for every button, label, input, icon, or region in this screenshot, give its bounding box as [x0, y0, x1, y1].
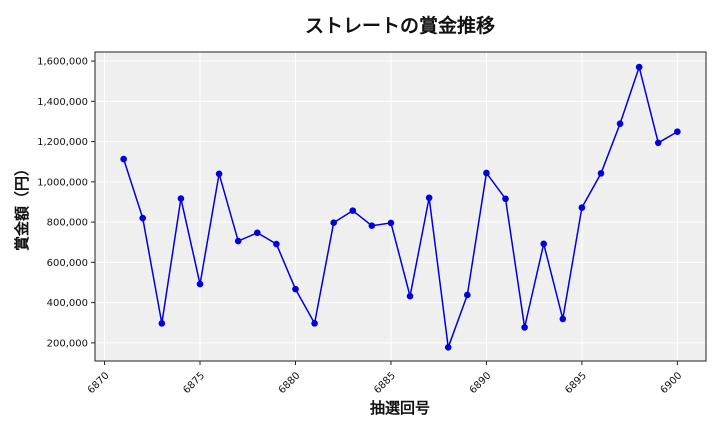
- data-point: [387, 219, 395, 227]
- data-point: [158, 320, 166, 327]
- series-line: [122, 64, 678, 348]
- x-tick-label: 6885: [372, 370, 398, 396]
- x-tick-label: 6875: [181, 370, 207, 396]
- data-point: [444, 344, 452, 351]
- data-point: [406, 292, 414, 300]
- y-tick-label: 200,000: [47, 338, 88, 349]
- x-tick-label: 6895: [563, 370, 589, 396]
- data-point: [674, 128, 681, 136]
- y-axis-title: 賞金額（円）: [13, 161, 31, 251]
- data-point: [177, 195, 185, 202]
- y-tick-label: 800,000: [47, 218, 88, 229]
- data-point: [311, 320, 318, 327]
- data-point: [139, 214, 147, 222]
- data-point: [368, 222, 376, 230]
- y-tick-label: 1,000,000: [37, 177, 88, 188]
- x-tick-label: 6870: [86, 370, 112, 396]
- data-point: [521, 324, 528, 331]
- x-tick-label: 6890: [468, 370, 494, 396]
- data-point: [654, 139, 662, 147]
- x-tick-label: 6900: [659, 370, 685, 396]
- x-tick-label: 6880: [277, 370, 303, 396]
- data-point: [273, 240, 280, 248]
- data-point: [635, 63, 643, 71]
- chart-title: ストレートの賞金推移: [305, 14, 495, 37]
- y-tick-label: 1,600,000: [37, 57, 88, 68]
- data-point: [349, 207, 357, 214]
- y-tick-label: 1,200,000: [37, 137, 88, 148]
- data-point: [483, 169, 490, 177]
- data-point: [120, 155, 127, 163]
- y-tick-label: 400,000: [47, 298, 88, 309]
- series-layer: [120, 63, 681, 351]
- data-point: [540, 240, 548, 248]
- data-point: [616, 120, 624, 127]
- data-point: [292, 285, 299, 293]
- data-point: [196, 280, 204, 288]
- data-point: [253, 229, 261, 237]
- data-point: [559, 315, 567, 323]
- data-point: [234, 237, 242, 245]
- y-tick-label: 1,400,000: [37, 97, 88, 108]
- data-point: [464, 291, 471, 299]
- data-point: [578, 204, 586, 211]
- data-point: [215, 170, 223, 178]
- data-point: [502, 195, 509, 203]
- data-point: [425, 194, 433, 202]
- y-tick-label: 600,000: [47, 258, 88, 269]
- plot-frame: [94, 51, 707, 362]
- x-axis-title: 抽選回号: [370, 399, 430, 417]
- data-point: [597, 170, 605, 177]
- plot-area: [94, 51, 707, 362]
- data-point: [330, 219, 337, 227]
